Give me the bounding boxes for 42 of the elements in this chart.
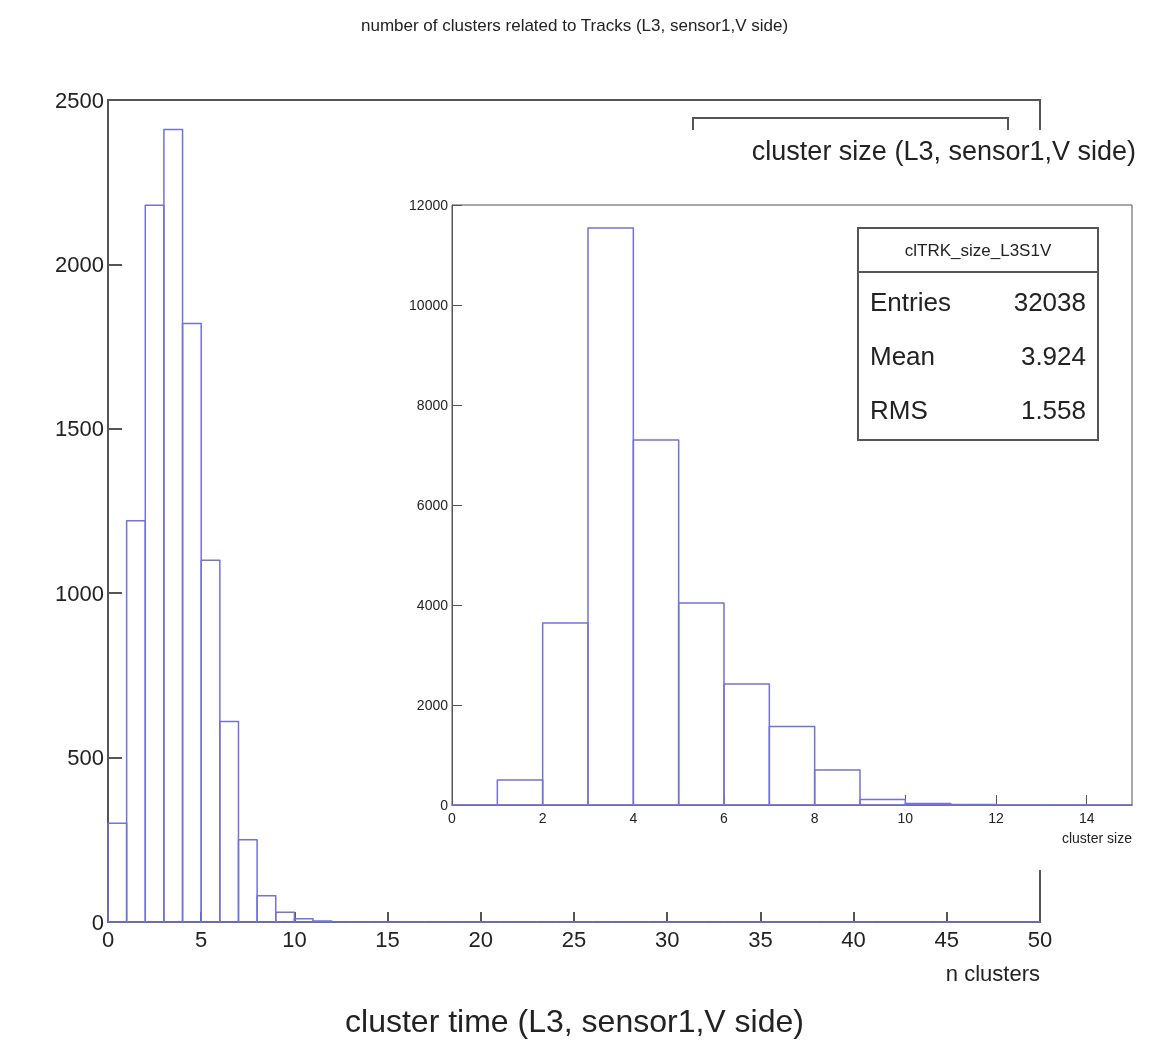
annotation: RMS bbox=[870, 395, 928, 425]
x-tick-label: 25 bbox=[561, 926, 587, 952]
y-tick-label: 2000 bbox=[416, 697, 449, 713]
y-tick-label: 1500 bbox=[55, 416, 104, 442]
annotation: clTRK_size_L3S1V bbox=[904, 240, 1052, 260]
x-tick-label: 2 bbox=[538, 810, 547, 826]
y-tick-label: 8000 bbox=[416, 397, 449, 413]
x-tick-label: 10 bbox=[282, 926, 307, 952]
y-tick-label: 500 bbox=[67, 745, 104, 771]
x-tick-label: 45 bbox=[934, 926, 960, 952]
x-tick-label: 10 bbox=[897, 810, 914, 826]
y-tick-label: 2000 bbox=[55, 251, 104, 277]
x-axis-title: n clusters bbox=[945, 960, 1040, 986]
y-tick-label: 0 bbox=[91, 909, 104, 935]
x-axis-title: cluster size bbox=[1061, 830, 1133, 846]
y-tick-label: 1000 bbox=[55, 580, 104, 606]
y-tick-label: 0 bbox=[440, 797, 449, 813]
x-tick-label: 6 bbox=[720, 810, 729, 826]
x-tick-label: 50 bbox=[1027, 926, 1053, 952]
y-tick-label: 12000 bbox=[409, 197, 449, 213]
annotation: 32038 bbox=[1013, 287, 1086, 317]
x-tick-label: 15 bbox=[375, 926, 400, 952]
chart-title: number of clusters related to Tracks (L3, sensor1,V side) bbox=[360, 16, 789, 35]
y-tick-label: 4000 bbox=[416, 597, 449, 613]
x-tick-label: 30 bbox=[654, 926, 680, 952]
annotation: 3.924 bbox=[1020, 341, 1086, 371]
annotation: Entries bbox=[870, 287, 951, 317]
x-tick-label: 5 bbox=[195, 926, 208, 952]
x-tick-label: 35 bbox=[748, 926, 773, 952]
x-tick-label: 40 bbox=[841, 926, 866, 952]
y-tick-label: 2500 bbox=[55, 87, 104, 113]
y-tick-label: 10000 bbox=[409, 297, 449, 313]
chart-title: cluster size (L3, sensor1,V side) bbox=[751, 135, 1137, 166]
x-tick-label: 8 bbox=[810, 810, 819, 826]
y-tick-label: 6000 bbox=[416, 497, 449, 513]
x-tick-label: 14 bbox=[1078, 810, 1095, 826]
text: cluster time (L3, sensor1,V side) bbox=[345, 1003, 804, 1039]
x-tick-label: 4 bbox=[629, 810, 638, 826]
annotation: Mean bbox=[870, 341, 936, 371]
annotation: 1.558 bbox=[1020, 395, 1086, 425]
x-tick-label: 20 bbox=[468, 926, 494, 952]
x-tick-label: 12 bbox=[988, 810, 1004, 826]
